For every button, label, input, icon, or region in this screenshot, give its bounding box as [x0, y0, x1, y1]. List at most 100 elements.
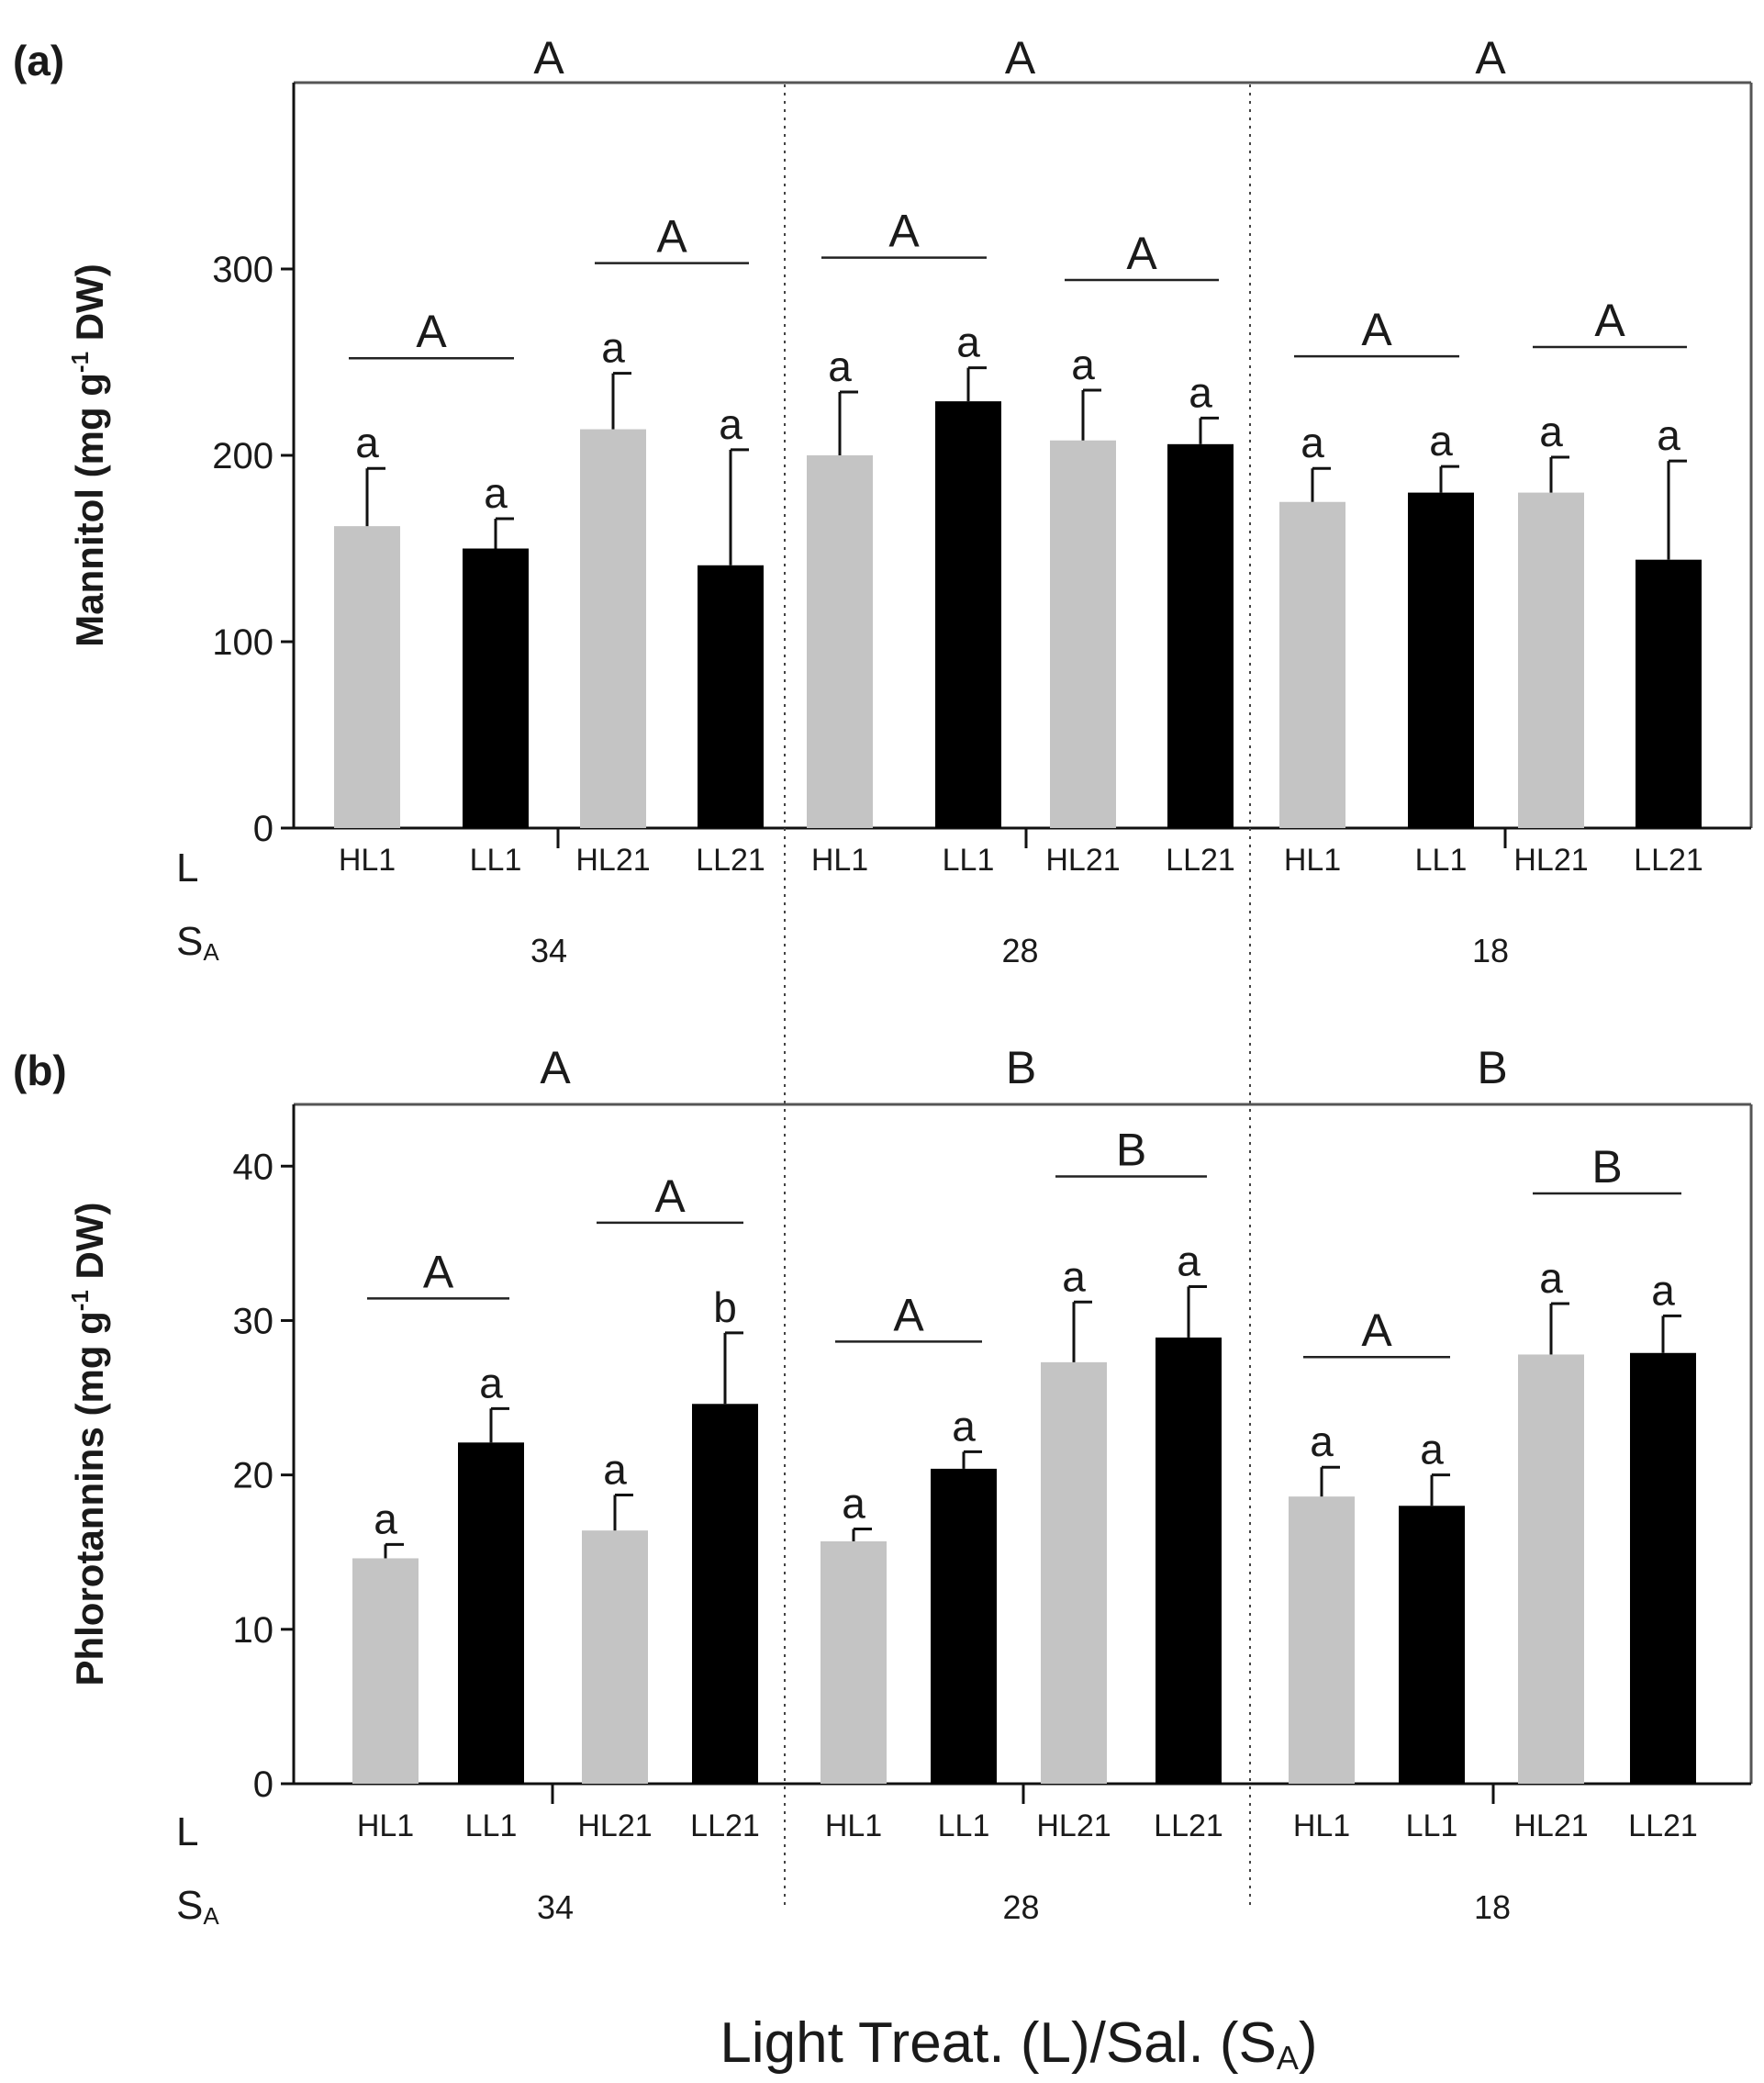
x-tick-label: LL21 — [690, 1809, 760, 1843]
row-label-s: SA — [176, 919, 219, 966]
y-axis-label-superscript: -1 — [66, 352, 94, 373]
pair-letter: A — [1126, 228, 1157, 279]
x-tick-label: HL1 — [1293, 1809, 1350, 1843]
salinity-label: 34 — [530, 932, 567, 969]
y-axis-label-superscript: -1 — [66, 1290, 94, 1311]
bar-hl21 — [1518, 1354, 1584, 1784]
bar-ll1 — [463, 548, 529, 828]
significance-letter: a — [603, 1446, 627, 1494]
y-tick-label: 20 — [233, 1456, 274, 1496]
bar-hl1 — [807, 455, 873, 828]
y-axis-label-text: Phlorotannins (mg g — [68, 1311, 111, 1685]
panel-label: (b) — [13, 1047, 67, 1094]
pair-letter: A — [654, 1170, 686, 1222]
bar-hl21 — [1050, 440, 1116, 828]
significance-letter: a — [1071, 341, 1095, 388]
bar-hl1 — [352, 1558, 419, 1784]
bar-ll1 — [458, 1442, 524, 1784]
salinity-label: 34 — [537, 1888, 574, 1926]
x-tick-label: LL1 — [465, 1809, 518, 1843]
bar-hl1 — [1289, 1496, 1355, 1784]
y-axis-label-units: DW) — [68, 263, 111, 352]
x-axis-label: Light Treat. (L)/Sal. (SA) — [720, 2011, 1317, 2077]
pair-letter: B — [1116, 1124, 1146, 1175]
x-tick-label: LL21 — [1166, 843, 1235, 878]
x-tick-label: HL1 — [825, 1809, 882, 1843]
significance-letter: a — [479, 1359, 503, 1406]
salinity-label: 28 — [1002, 1888, 1039, 1926]
row-label-s-subscript: A — [203, 1902, 219, 1930]
x-tick-label: LL1 — [470, 843, 522, 878]
x-tick-label: HL21 — [1513, 1809, 1588, 1843]
significance-letter: a — [374, 1495, 397, 1542]
x-tick-label: LL21 — [1634, 843, 1703, 878]
bar-ll1 — [935, 401, 1001, 828]
x-axis-label-close: ) — [1299, 2011, 1318, 2075]
significance-letter: a — [1310, 1417, 1334, 1465]
bar-ll1 — [931, 1468, 997, 1784]
salinity-label: 18 — [1474, 1888, 1511, 1926]
bar-ll21 — [1636, 559, 1702, 828]
pair-letter: A — [1594, 295, 1625, 346]
significance-letter: a — [1189, 368, 1212, 416]
x-axis-label-subscript: A — [1277, 2039, 1299, 2077]
significance-letter: a — [1177, 1237, 1200, 1284]
y-tick-label: 10 — [233, 1610, 274, 1651]
x-tick-label: LL1 — [938, 1809, 990, 1843]
x-tick-label: LL1 — [1406, 1809, 1458, 1843]
significance-letter: b — [713, 1283, 737, 1331]
y-tick-label: 30 — [233, 1301, 274, 1341]
significance-letter: a — [952, 1402, 976, 1450]
pair-letter: A — [416, 306, 447, 357]
significance-letter: a — [484, 469, 508, 517]
significance-letter: a — [842, 1480, 865, 1528]
significance-letter: a — [1301, 419, 1324, 466]
bar-ll21 — [1630, 1352, 1696, 1784]
y-tick-label: 300 — [212, 250, 274, 290]
pair-letter: A — [423, 1246, 454, 1297]
x-tick-label: HL21 — [1513, 843, 1588, 878]
bar-ll21 — [1156, 1337, 1222, 1784]
pair-letter: A — [893, 1289, 924, 1340]
bar-ll21 — [692, 1404, 758, 1784]
x-tick-label: LL1 — [943, 843, 995, 878]
x-tick-label: HL21 — [1036, 1809, 1111, 1843]
bar-hl21 — [1518, 492, 1584, 828]
x-tick-label: LL21 — [1628, 1809, 1698, 1843]
group-letter: B — [1006, 1042, 1036, 1093]
group-letter: A — [1475, 32, 1506, 84]
y-tick-label: 0 — [253, 809, 274, 849]
bar-hl1 — [334, 526, 400, 828]
x-tick-label: LL21 — [1154, 1809, 1223, 1843]
row-label-l: L — [176, 1809, 198, 1854]
x-tick-label: LL21 — [696, 843, 765, 878]
significance-letter: a — [1420, 1426, 1444, 1473]
bar-ll21 — [698, 565, 764, 828]
y-tick-label: 0 — [253, 1764, 274, 1805]
significance-letter: a — [956, 319, 980, 366]
x-tick-label: HL1 — [811, 843, 868, 878]
row-label-s: SA — [176, 1883, 219, 1930]
significance-letter: a — [355, 419, 379, 466]
x-tick-label: LL1 — [1415, 843, 1468, 878]
group-letter: B — [1477, 1042, 1507, 1093]
pair-letter: B — [1591, 1141, 1622, 1193]
group-letter: A — [533, 32, 564, 84]
y-axis-label: Mannitol (mg g-1 DW) — [66, 263, 111, 646]
significance-letter: a — [828, 342, 852, 390]
pair-letter: A — [888, 206, 920, 257]
significance-letter: a — [1429, 417, 1453, 465]
bar-hl21 — [582, 1530, 648, 1784]
y-axis-label-units: DW) — [68, 1202, 111, 1290]
significance-letter: a — [601, 324, 625, 372]
y-axis-label: Phlorotannins (mg g-1 DW) — [66, 1202, 111, 1685]
significance-letter: a — [1539, 408, 1563, 455]
x-tick-label: HL21 — [575, 843, 650, 878]
x-axis-label-text: Light Treat. (L)/Sal. (S — [720, 2011, 1276, 2075]
significance-letter: a — [1657, 411, 1680, 459]
x-tick-label: HL21 — [1045, 843, 1120, 878]
x-tick-label: HL1 — [357, 1809, 414, 1843]
salinity-label: 18 — [1472, 932, 1509, 969]
x-tick-label: HL1 — [1284, 843, 1341, 878]
